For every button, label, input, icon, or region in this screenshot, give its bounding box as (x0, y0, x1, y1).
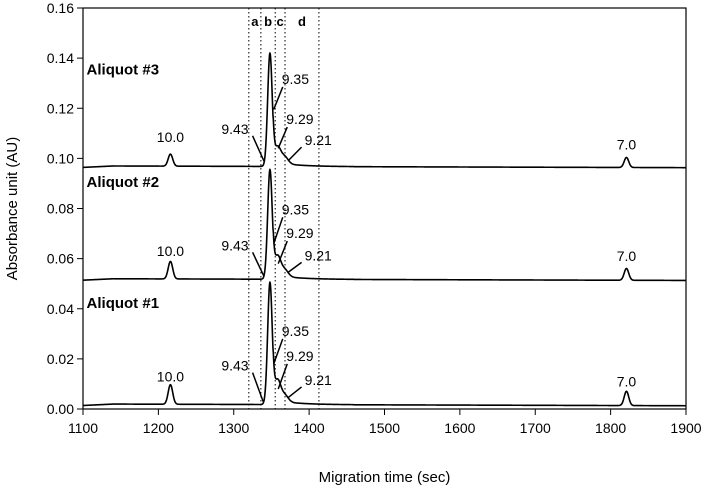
region-label: d (298, 14, 306, 29)
x-axis-title: Migration time (sec) (319, 469, 451, 486)
peak-label: 9.29 (286, 111, 313, 127)
peak-label: 9.21 (305, 372, 332, 388)
peak-label: 9.35 (282, 71, 309, 87)
leader-line (272, 338, 284, 365)
y-tick-label: 0.02 (47, 351, 74, 367)
annotations: 9.43 9.35 9.29 9.21 10.0 7.0 9.43 9.35 9.29 9.21 1… (87, 61, 637, 402)
y-tick-label: 0.10 (47, 150, 74, 166)
plot-frame (82, 7, 687, 410)
x-tick-label: 1900 (670, 420, 701, 436)
ticks: 1100 1200 1300 1400 1500 1600 1700 1800 1900 0.00… (47, 0, 702, 436)
leader-line (251, 372, 264, 402)
peak-label: 9.43 (221, 237, 248, 253)
leader-line (287, 261, 303, 274)
peak-label: 7.0 (617, 373, 637, 389)
x-tick-label: 1200 (143, 420, 174, 436)
peak-label: 9.29 (286, 225, 313, 241)
trace-line (82, 168, 687, 282)
leader-line (277, 126, 288, 149)
y-tick-label: 0.08 (47, 201, 74, 217)
leader-line (287, 386, 303, 399)
region-label: c (276, 14, 283, 29)
x-tick-label: 1300 (218, 420, 249, 436)
leader-line (251, 252, 265, 277)
traces (82, 52, 687, 407)
trace-label: Aliquot #1 (87, 295, 160, 312)
x-tick-label: 1400 (294, 420, 325, 436)
leader-line (287, 146, 303, 162)
peak-label: 9.35 (282, 201, 309, 217)
trace-line (82, 281, 687, 407)
y-tick-label: 0.00 (47, 401, 74, 417)
leader-line (277, 363, 288, 390)
x-tick-label: 1700 (520, 420, 551, 436)
y-tick-label: 0.06 (47, 251, 74, 267)
y-tick-label: 0.14 (47, 50, 74, 66)
x-tick-label: 1800 (595, 420, 626, 436)
peak-label: 9.29 (286, 348, 313, 364)
trace-line (82, 52, 687, 169)
y-axis-title: Absorbance unit (AU) (4, 137, 21, 280)
leader-line (272, 217, 284, 244)
x-tick-label: 1600 (444, 420, 475, 436)
trace-label: Aliquot #2 (87, 174, 160, 191)
peak-label: 9.43 (221, 121, 248, 137)
peak-label: 9.21 (305, 132, 332, 148)
peak-label: 10.0 (157, 368, 184, 384)
peak-label: 7.0 (617, 137, 637, 153)
y-tick-label: 0.04 (47, 301, 74, 317)
x-tick-label: 1500 (369, 420, 400, 436)
trace-label: Aliquot #3 (87, 61, 160, 78)
peak-label: 9.21 (305, 247, 332, 263)
x-tick-label: 1100 (68, 420, 98, 436)
peak-label: 10.0 (157, 243, 184, 259)
region-label: b (264, 14, 272, 29)
peak-label: 7.0 (617, 248, 637, 264)
peak-label: 9.35 (282, 323, 309, 339)
axes (82, 7, 687, 410)
leader-line (251, 135, 265, 162)
leader-line (277, 240, 288, 264)
peak-label: 10.0 (157, 129, 184, 145)
peak-label: 9.43 (221, 358, 248, 374)
leader-line (273, 86, 284, 110)
y-tick-label: 0.12 (47, 100, 74, 116)
y-tick-label: 0.16 (47, 0, 74, 16)
region-label: a (251, 14, 259, 29)
